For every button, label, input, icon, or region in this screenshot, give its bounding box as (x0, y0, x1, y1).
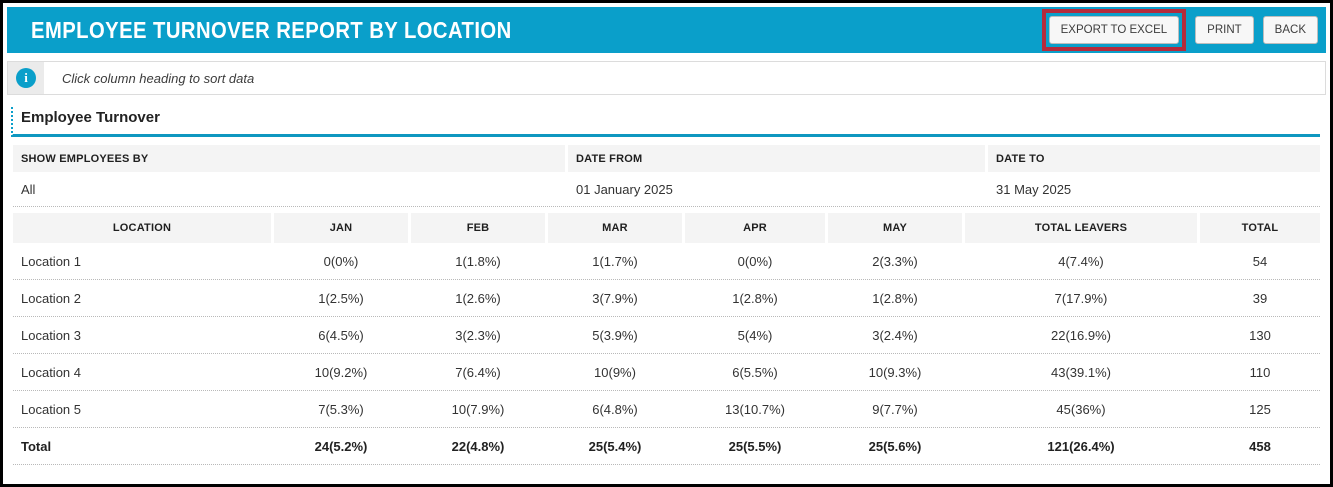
column-header-location[interactable]: LOCATION (13, 213, 271, 243)
row-label: Location 1 (21, 253, 81, 269)
row-value: 7(6.4%) (455, 364, 501, 380)
info-icon: i (16, 68, 36, 88)
row-value: 22(16.9%) (1051, 327, 1111, 343)
page-title: EMPLOYEE TURNOVER REPORT BY LOCATION (31, 16, 512, 43)
table-row: Location 5 7(5.3%) 10(7.9%) 6(4.8%) 13(10.7%… (13, 391, 1320, 428)
row-value: 7(17.9%) (1054, 290, 1108, 306)
row-value: 1(2.6%) (455, 290, 501, 306)
row-value: 1(2.8%) (872, 290, 918, 306)
filters-value-row: All 01 January 2025 31 May 2025 (13, 172, 1320, 207)
column-header-may[interactable]: MAY (828, 213, 962, 243)
row-value: 0(0%) (737, 253, 773, 269)
row-value: 130 (1249, 327, 1271, 343)
row-value: 6(4.5%) (318, 327, 364, 343)
table-header-row: LOCATION JAN FEB MAR APR MAY TOTAL LEAVERS TOTA… (13, 213, 1320, 243)
filter-header-show-employees-by: SHOW EMPLOYEES BY (13, 145, 565, 172)
row-label: Location 5 (21, 401, 81, 417)
row-label: Total (21, 438, 52, 454)
info-icon-box: i (8, 62, 44, 94)
row-label: Location 4 (21, 364, 81, 380)
column-header-apr[interactable]: APR (685, 213, 825, 243)
row-value: 13(10.7%) (725, 401, 785, 417)
titlebar-buttons: EXPORT TO EXCEL PRINT BACK (1041, 9, 1318, 51)
row-value: 10(9.3%) (868, 364, 922, 380)
row-value: 110 (1249, 364, 1271, 380)
row-value: 1(2.5%) (318, 290, 364, 306)
table-row: Location 3 6(4.5%) 3(2.3%) 5(3.9%) 5(4%) 3(2.… (13, 317, 1320, 354)
row-value: 5(3.9%) (592, 327, 638, 343)
info-message: Click column heading to sort data (62, 70, 255, 86)
filter-value-show-employees-by: All (21, 181, 36, 197)
row-value: 6(5.5%) (732, 364, 778, 380)
turnover-table: LOCATION JAN FEB MAR APR MAY TOTAL LEAVERS TOTA… (13, 213, 1320, 465)
row-value: 9(7.7%) (872, 401, 918, 417)
table-row: Location 4 10(9.2%) 7(6.4%) 10(9%) 6(5.5%) 10… (13, 354, 1320, 391)
back-button[interactable]: BACK (1262, 16, 1318, 44)
filter-value-date-to: 31 May 2025 (996, 181, 1072, 197)
row-value: 1(1.7%) (592, 253, 638, 269)
filters-header-row: SHOW EMPLOYEES BY DATE FROM DATE TO (13, 145, 1320, 172)
print-button[interactable]: PRINT (1195, 16, 1254, 44)
row-value: 7(5.3%) (318, 401, 364, 417)
row-value: 43(39.1%) (1051, 364, 1111, 380)
table-row: Location 1 0(0%) 1(1.8%) 1(1.7%) 0(0%) 2(3.3%… (13, 243, 1320, 280)
filter-header-date-to: DATE TO (988, 145, 1320, 172)
row-value: 5(4%) (737, 327, 773, 343)
row-label: Location 2 (21, 290, 81, 306)
row-value: 125 (1249, 401, 1271, 417)
row-value: 10(9%) (594, 364, 636, 380)
row-label: Location 3 (21, 327, 81, 343)
row-value: 25(5.4%) (588, 438, 642, 454)
row-value: 39 (1252, 290, 1268, 306)
row-value: 45(36%) (1056, 401, 1106, 417)
row-value: 54 (1252, 253, 1268, 269)
section-header: Employee Turnover (11, 107, 1320, 137)
row-value: 121(26.4%) (1047, 438, 1115, 454)
row-value: 4(7.4%) (1058, 253, 1104, 269)
row-value: 3(2.4%) (872, 327, 918, 343)
row-value: 3(2.3%) (455, 327, 501, 343)
row-value: 22(4.8%) (451, 438, 505, 454)
filter-value-date-from: 01 January 2025 (576, 181, 673, 197)
row-value: 458 (1249, 438, 1271, 454)
column-header-total-leavers[interactable]: TOTAL LEAVERS (965, 213, 1197, 243)
export-to-excel-button[interactable]: EXPORT TO EXCEL (1048, 16, 1180, 44)
row-value: 3(7.9%) (592, 290, 638, 306)
row-value: 1(2.8%) (732, 290, 778, 306)
row-value: 1(1.8%) (455, 253, 501, 269)
filter-header-date-from: DATE FROM (568, 145, 985, 172)
title-bar: EMPLOYEE TURNOVER REPORT BY LOCATION EXP… (7, 7, 1326, 53)
row-value: 25(5.5%) (728, 438, 782, 454)
section-title: Employee Turnover (21, 109, 160, 126)
row-value: 0(0%) (323, 253, 359, 269)
row-value: 10(9.2%) (314, 364, 368, 380)
column-header-total[interactable]: TOTAL (1200, 213, 1320, 243)
column-header-jan[interactable]: JAN (274, 213, 408, 243)
info-bar: i Click column heading to sort data (7, 61, 1326, 95)
report-content: Employee Turnover SHOW EMPLOYEES BY DATE… (7, 95, 1326, 465)
table-row: Location 2 1(2.5%) 1(2.6%) 3(7.9%) 1(2.8%) 1(… (13, 280, 1320, 317)
row-value: 25(5.6%) (868, 438, 922, 454)
column-header-feb[interactable]: FEB (411, 213, 545, 243)
row-value: 10(7.9%) (451, 401, 505, 417)
row-value: 6(4.8%) (592, 401, 638, 417)
column-header-mar[interactable]: MAR (548, 213, 682, 243)
export-highlight-annotation: EXPORT TO EXCEL (1041, 9, 1187, 51)
table-total-row: Total 24(5.2%) 22(4.8%) 25(5.4%) 25(5.5%) 25(… (13, 428, 1320, 465)
row-value: 24(5.2%) (314, 438, 368, 454)
row-value: 2(3.3%) (872, 253, 918, 269)
table-body: Location 1 0(0%) 1(1.8%) 1(1.7%) 0(0%) 2(3.3%… (13, 243, 1320, 465)
